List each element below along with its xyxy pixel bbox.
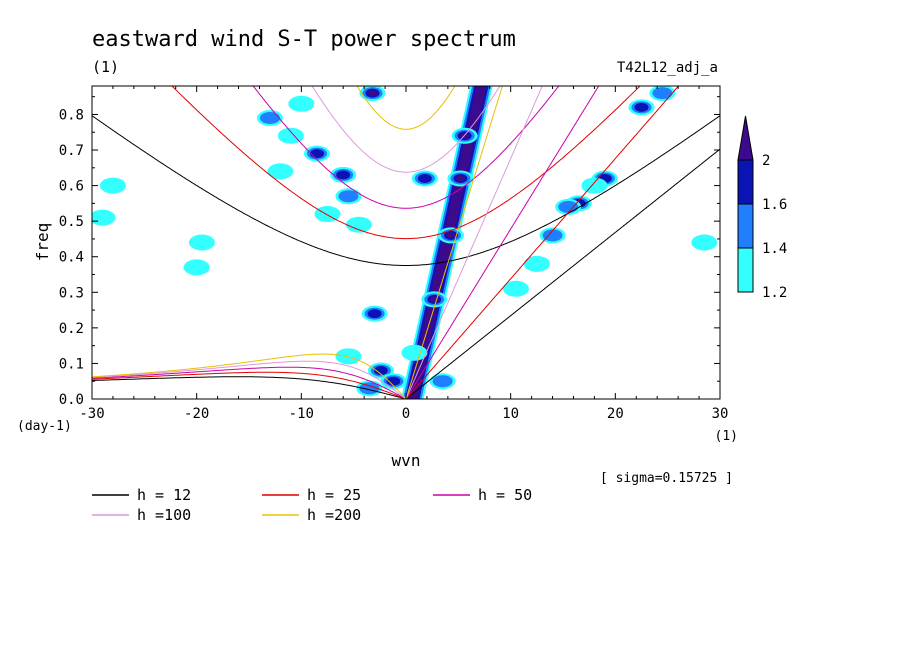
colorbar-label-0: 1.2	[762, 285, 787, 301]
colorbar: 1.2 1.4 1.6 2	[737, 115, 787, 301]
contour-blob-18-level-2	[336, 170, 351, 180]
x-unit-label: (1)	[715, 429, 738, 444]
x-tick-label-0: -30	[79, 406, 104, 422]
y-tick-label-7: 0.7	[59, 143, 84, 159]
y-tick-label-6: 0.6	[59, 179, 84, 195]
y-tick-label-3: 0.3	[59, 285, 84, 301]
axes-layer: -30 -20 -10 0 10 20 30 0.0 0.1 0.2 0.3 0.4 0.5 0.6 0.7…	[59, 86, 729, 422]
legend: h = 12 h = 25 h = 50 h =100 h =200	[92, 486, 532, 524]
colorbar-extend-triangle	[737, 115, 754, 161]
contour-fill-layer	[92, 86, 718, 399]
contour-blob-10-level-0	[502, 280, 529, 297]
x-tick-label-6: 30	[712, 406, 729, 422]
contour-blob-24-level-2	[373, 366, 388, 376]
chart-subtitle-left: (1)	[92, 58, 119, 76]
colorbar-segment-2	[737, 159, 754, 205]
y-tick-label-1: 0.1	[59, 356, 84, 372]
curve-kelvin-h25	[405, 86, 680, 399]
colorbar-segment-0	[737, 247, 754, 293]
x-tick-label-3: 0	[402, 406, 410, 422]
legend-label-h100: h =100	[137, 506, 191, 524]
contour-blob-35-level-2	[417, 173, 432, 183]
contour-blob-16-level-0	[288, 95, 315, 112]
contour-blob-28-level-0	[401, 344, 428, 361]
curve-kelvin-h200	[405, 86, 503, 399]
contour-blob-4-level-3	[368, 90, 378, 97]
contour-blob-31-level-0	[183, 259, 210, 276]
contour-blob-12-level-1	[652, 87, 673, 100]
y-tick-label-8: 0.8	[59, 107, 84, 123]
contour-blob-22-level-0	[267, 163, 294, 180]
curve-kelvin-h50	[405, 86, 600, 399]
contour-blob-29-level-1	[432, 375, 453, 388]
dispersion-curves-layer	[92, 86, 720, 399]
contour-blob-17-level-2	[310, 149, 325, 159]
x-tick-label-5: 20	[607, 406, 624, 422]
colorbar-label-3: 2	[762, 153, 770, 169]
curve-igw-h100	[311, 86, 501, 173]
curve-igw-h12	[92, 115, 720, 266]
contour-blob-26-level-0	[335, 348, 362, 365]
x-tick-label-4: 10	[502, 406, 519, 422]
curve-rossby-h12	[92, 376, 408, 399]
contour-blob-34-level-0	[92, 209, 116, 226]
x-tick-label-2: -10	[289, 406, 314, 422]
contour-blob-25-level-2	[386, 376, 401, 386]
x-tick-label-1: -20	[184, 406, 209, 422]
curve-kelvin-h100	[405, 86, 543, 399]
contour-blob-14-level-1	[259, 112, 280, 125]
legend-label-h50: h = 50	[478, 486, 532, 504]
legend-label-h12: h = 12	[137, 486, 191, 504]
contour-blob-30-level-0	[188, 234, 215, 251]
curve-kelvin-h12	[405, 148, 720, 399]
contour-blob-33-level-0	[691, 234, 718, 251]
y-tick-label-0: 0.0	[59, 392, 84, 408]
contour-blob-20-level-0	[345, 216, 372, 233]
curve-rossby-h25	[92, 371, 408, 399]
curve-igw-h50	[252, 86, 560, 209]
y-tick-label-5: 0.5	[59, 214, 84, 230]
contour-blob-8-level-1	[542, 229, 563, 242]
colorbar-segment-1	[737, 203, 754, 249]
curve-rossby-h50	[92, 366, 407, 399]
contour-blob-7-level-1	[558, 200, 579, 213]
contour-blob-32-level-0	[99, 177, 126, 194]
chart-title: eastward wind S-T power spectrum	[92, 27, 516, 52]
contour-blob-13-level-0	[581, 177, 608, 194]
curve-rossby-h200	[92, 353, 407, 399]
sigma-note: [ sigma=0.15725 ]	[600, 471, 733, 486]
contour-blob-9-level-0	[523, 255, 550, 272]
contour-blob-11-level-2	[634, 102, 649, 112]
legend-label-h25: h = 25	[307, 486, 361, 504]
curve-rossby-h100	[92, 360, 407, 399]
y-unit-label: (day-1)	[17, 419, 72, 434]
y-axis-label: freq	[33, 223, 52, 262]
contour-blob-1-level-3	[455, 175, 465, 182]
contour-blob-23-level-2	[367, 309, 382, 319]
colorbar-label-2: 1.6	[762, 197, 787, 213]
legend-label-h200: h =200	[307, 506, 361, 524]
chart-subtitle-right: T42L12_adj_a	[617, 60, 718, 76]
x-axis-label: wvn	[392, 451, 421, 470]
contour-blob-2-level-3	[446, 232, 456, 239]
curve-igw-h25	[171, 86, 641, 240]
colorbar-label-1: 1.4	[762, 241, 787, 257]
y-tick-label-4: 0.4	[59, 250, 84, 266]
contour-blob-19-level-1	[338, 190, 359, 203]
curve-igw-h200	[356, 86, 456, 130]
y-tick-label-2: 0.2	[59, 321, 84, 337]
